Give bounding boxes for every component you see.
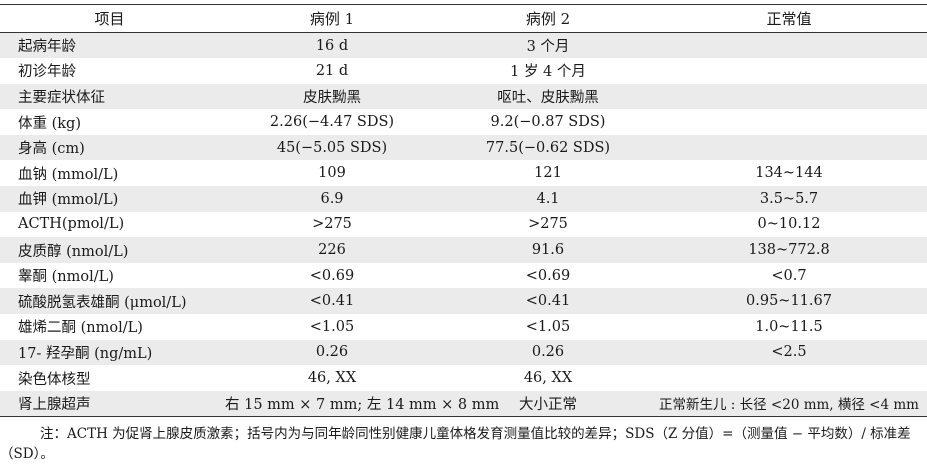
table-row: 肾上腺超声右 15 mm × 7 mm; 左 14 mm × 8 mm 大小正常正…: [0, 390, 927, 417]
row-label: ACTH(pmol/L): [0, 211, 219, 238]
table-row: 17- 羟孕酮 (ng/mL) 0.26 0.26 <2.5: [0, 339, 927, 366]
normal-range-cell: <2.5: [651, 339, 927, 366]
normal-range-cell: [651, 58, 927, 84]
case-1-value: 45(−5.05 SDS): [219, 134, 445, 161]
normal-range-cell: 134~144: [651, 160, 927, 187]
normal-range-cell: <0.7: [651, 262, 927, 289]
case-1-value: 226: [219, 237, 445, 263]
table-row: ACTH(pmol/L) >275 >275 0~10.12: [0, 211, 927, 238]
normal-range-cell: [651, 134, 927, 161]
table-header: 项目 病例 1 病例 2 正常值: [0, 4, 927, 33]
case-2-value: 77.5(−0.62 SDS): [445, 134, 651, 161]
case-2-value: 呕吐、皮肤黝黑: [445, 83, 651, 110]
case-2-value: 1 岁 4 个月: [445, 58, 651, 84]
case-1-value: <1.05: [219, 314, 445, 340]
case-1-value: 0.26: [219, 339, 445, 366]
case-1-value: 46, XX: [219, 365, 445, 391]
normal-range-cell: 3.5~5.7: [651, 186, 927, 212]
normal-range-cell: 0.95~11.67: [651, 288, 927, 315]
table-footnote: 注：ACTH 为促肾上腺皮质激素；括号内为与同年龄同性别健康儿童体格发育测量值比…: [0, 426, 911, 462]
case-1-value: >275: [219, 211, 445, 238]
case-2-value: 9.2(−0.87 SDS): [445, 109, 651, 135]
table-row: 主要症状体征 皮肤黝黑 呕吐、皮肤黝黑: [0, 83, 927, 110]
case-1-value: 109: [219, 160, 445, 187]
normal-range-cell: [651, 32, 927, 59]
row-label: 初诊年龄: [0, 58, 219, 84]
case-2-value: 4.1: [445, 186, 651, 212]
row-label: 皮质醇 (nmol/L): [0, 237, 219, 263]
header-row: 项目 病例 1 病例 2 正常值: [0, 4, 927, 33]
row-label: 体重 (kg): [0, 109, 219, 135]
case-2-value: >275: [445, 211, 651, 238]
table-row: 睾酮 (nmol/L) <0.69 <0.69 <0.7: [0, 262, 927, 289]
case-2-value: <0.41: [445, 288, 651, 315]
case-2-value: 0.26: [445, 339, 651, 366]
normal-range-cell: [651, 365, 927, 391]
case-1-value: 21 d: [219, 58, 445, 84]
header-case-1: 病例 1: [219, 4, 445, 33]
row-label: 血钠 (mmol/L): [0, 160, 219, 187]
case-1-value: <0.41: [219, 288, 445, 315]
row-label: 硫酸脱氢表雄酮 (μmol/L): [0, 288, 219, 315]
case-2-value: 46, XX: [445, 365, 651, 391]
case-2-value: 121: [445, 160, 651, 187]
normal-range-cell: 138~772.8: [651, 237, 927, 263]
row-label: 17- 羟孕酮 (ng/mL): [0, 339, 219, 366]
table-row: 身高 (cm) 45(−5.05 SDS) 77.5(−0.62 SDS): [0, 134, 927, 161]
case-2-value: 大小正常: [445, 390, 651, 417]
case-1-value: <0.69: [219, 262, 445, 289]
case-2-value: 3 个月: [445, 32, 651, 59]
case-2-value: 91.6: [445, 237, 651, 263]
table-row: 血钠 (mmol/L) 109 121 134~144: [0, 160, 927, 187]
case-1-value: 2.26(−4.47 SDS): [219, 109, 445, 135]
table-row: 血钾 (mmol/L) 6.9 4.1 3.5~5.7: [0, 186, 927, 212]
row-label: 血钾 (mmol/L): [0, 186, 219, 212]
row-label: 睾酮 (nmol/L): [0, 262, 219, 289]
case-1-value: 皮肤黝黑: [219, 83, 445, 110]
table-row: 染色体核型 46, XX 46, XX: [0, 365, 927, 391]
row-label: 肾上腺超声: [0, 390, 219, 417]
case-1-value: 16 d: [219, 32, 445, 59]
row-label: 染色体核型: [0, 365, 219, 391]
normal-range-cell: [651, 83, 927, 110]
case-2-value: <0.69: [445, 262, 651, 289]
row-label: 主要症状体征: [0, 83, 219, 110]
case-1-value: 6.9: [219, 186, 445, 212]
row-label: 起病年龄: [0, 32, 219, 59]
table-row: 皮质醇 (nmol/L) 226 91.6 138~772.8: [0, 237, 927, 263]
table-row: 雄烯二酮 (nmol/L) <1.05 <1.05 1.0~11.5: [0, 314, 927, 340]
normal-range-cell: 0~10.12: [651, 211, 927, 238]
table-row: 体重 (kg) 2.26(−4.47 SDS) 9.2(−0.87 SDS): [0, 109, 927, 135]
header-normal-range: 正常值: [651, 4, 927, 33]
normal-range-cell: 1.0~11.5: [651, 314, 927, 340]
header-item: 项目: [0, 4, 219, 33]
table-row: 硫酸脱氢表雄酮 (μmol/L) <0.41 <0.41 0.95~11.67: [0, 288, 927, 315]
row-label: 身高 (cm): [0, 134, 219, 161]
header-case-2: 病例 2: [445, 4, 651, 33]
normal-range-cell: [651, 109, 927, 135]
case-1-value: 右 15 mm × 7 mm; 左 14 mm × 8 mm: [219, 390, 499, 417]
row-label: 雄烯二酮 (nmol/L): [0, 314, 219, 340]
normal-range-cell: 正常新生儿 : 长径 <20 mm, 横径 <4 mm: [651, 390, 927, 417]
case-2-value: <1.05: [445, 314, 651, 340]
